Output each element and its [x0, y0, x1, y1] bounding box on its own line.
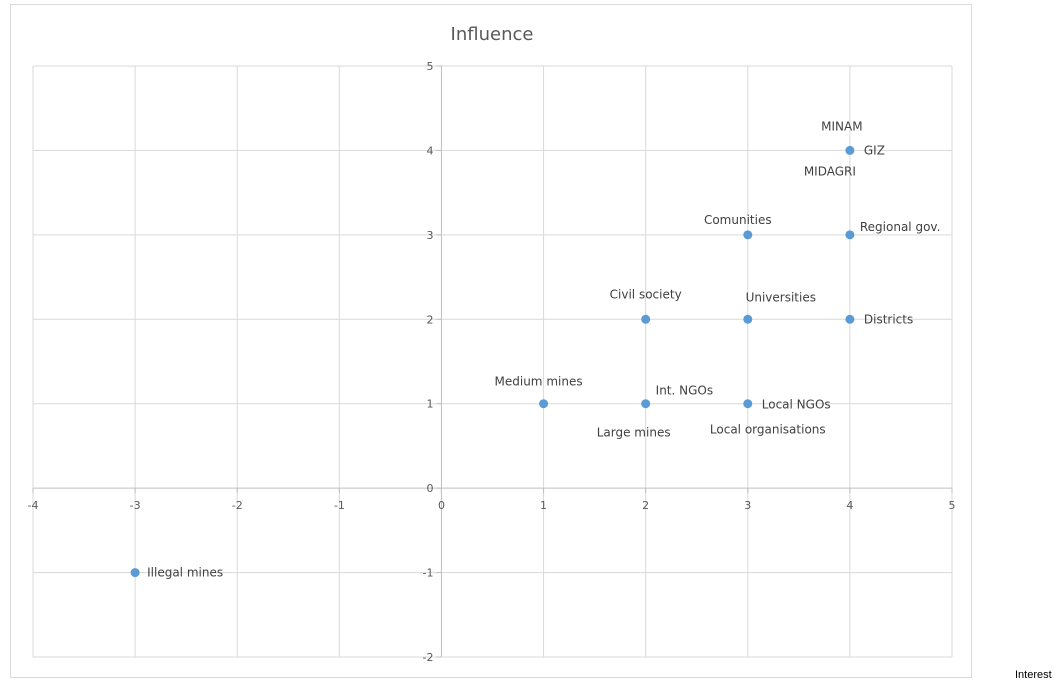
data-points — [130, 145, 855, 578]
tick-labels: -4 -3 -2 -1 0 1 2 3 4 5 -2 -1 0 1 2 3 4 5 — [28, 60, 956, 664]
chart-area — [10, 4, 972, 678]
data-point — [845, 145, 855, 155]
data-point — [743, 399, 753, 409]
data-point — [539, 399, 549, 409]
data-point — [743, 314, 753, 324]
data-point — [845, 314, 855, 324]
y-tick-label: 0 — [426, 482, 433, 495]
x-tick-label: 2 — [642, 499, 649, 512]
y-tick-label: -1 — [422, 567, 433, 580]
data-label: Medium mines — [495, 375, 583, 389]
data-label: Local NGOs — [762, 398, 831, 412]
y-tick-label: -2 — [422, 651, 433, 664]
y-tick-label: 1 — [426, 398, 433, 411]
data-label: Universities — [746, 290, 816, 304]
data-label: Local organisations — [710, 423, 826, 437]
data-label: Large mines — [597, 426, 671, 440]
data-label: Regional gov. — [860, 220, 941, 234]
data-label: Int. NGOs — [656, 384, 713, 398]
data-label: Districts — [864, 312, 913, 326]
x-tick-label: 3 — [744, 499, 751, 512]
data-label: MIDAGRI — [804, 164, 856, 178]
x-tick-label: 0 — [438, 499, 445, 512]
data-label: Illegal mines — [147, 566, 223, 580]
data-point — [743, 230, 753, 240]
data-label: GIZ — [864, 143, 885, 157]
x-tick-label: 4 — [846, 499, 853, 512]
chart-title: Influence — [451, 24, 534, 45]
data-point — [641, 399, 651, 409]
x-axis-label: Interest — [1015, 669, 1052, 681]
y-tick-label: 3 — [426, 229, 433, 242]
y-tick-label: 4 — [426, 144, 433, 157]
x-tick-label: -4 — [28, 499, 39, 512]
x-tick-label: -2 — [232, 499, 243, 512]
data-label: MINAM — [821, 119, 862, 133]
data-label: Comunities — [704, 213, 772, 227]
grid — [32, 65, 953, 658]
x-tick-label: -1 — [334, 499, 345, 512]
y-tick-label: 5 — [426, 60, 433, 73]
data-point — [845, 230, 855, 240]
x-tick-label: 5 — [949, 499, 956, 512]
y-tick-label: 2 — [426, 313, 433, 326]
x-tick-label: -3 — [130, 499, 141, 512]
data-label: Civil society — [610, 287, 682, 301]
data-point — [130, 568, 140, 578]
x-tick-label: 1 — [540, 499, 547, 512]
axes — [32, 65, 953, 658]
data-point — [641, 314, 651, 324]
